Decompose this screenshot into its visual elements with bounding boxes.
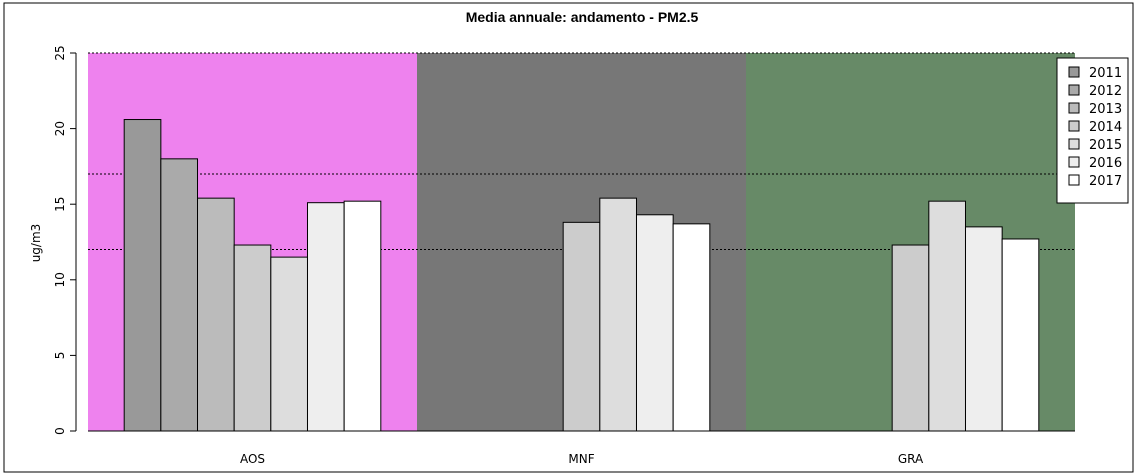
legend-swatch-2017 [1068,174,1080,186]
x-tick-label-mnf: MNF [568,452,594,466]
legend: 2011 2012 2013 2014 2015 2016 2017 [1056,57,1129,204]
legend-label-2015: 2015 [1089,138,1122,153]
legend-swatch-2013 [1068,102,1080,114]
legend-swatch-2012 [1068,84,1080,96]
legend-label-2016: 2016 [1089,156,1122,171]
legend-label-2012: 2012 [1089,84,1122,99]
y-tick-label-25: 25 [53,45,67,60]
figure-border [3,2,1134,473]
x-tick-label-aos: AOS [240,452,265,466]
bar-aos-2017 [343,200,382,432]
legend-swatch-2016 [1068,156,1080,168]
legend-label-2011: 2011 [1089,66,1122,81]
legend-swatch-2015 [1068,138,1080,150]
bar-gra-2016 [964,226,1003,432]
y-tick-label-0: 0 [53,427,67,435]
bar-mnf-2015 [599,197,637,432]
bar-mnf-2017 [672,223,711,432]
bar-mnf-2014 [562,221,601,432]
legend-label-2013: 2013 [1089,102,1122,117]
bar-mnf-2016 [635,214,674,432]
y-tick-label-15: 15 [53,197,67,212]
bar-aos-2014 [233,244,272,432]
legend-label-2017: 2017 [1089,174,1122,189]
x-axis-labels: AOS MNF GRA [240,452,924,466]
bar-aos-2011 [123,119,162,432]
y-tick-label-20: 20 [53,121,67,136]
bar-gra-2017 [1001,238,1040,432]
x-tick-label-gra: GRA [898,452,924,466]
bars [123,119,1040,432]
legend-swatch-2011 [1068,66,1080,78]
bar-aos-2012 [160,158,199,432]
y-tick-label-5: 5 [53,352,67,360]
bar-gra-2014 [891,244,930,432]
y-tick-label-10: 10 [53,272,67,287]
legend-label-2014: 2014 [1089,120,1122,135]
bar-aos-2013 [197,197,235,432]
bar-aos-2015 [270,256,308,432]
bar-aos-2016 [306,202,345,432]
legend-swatch-2014 [1068,120,1080,132]
y-axis-label: ug/m3 [29,224,43,263]
y-axis: 0 5 10 15 20 25 [53,45,77,435]
bar-gra-2015 [928,200,966,432]
chart-title: Media annuale: andamento - PM2.5 [466,9,699,25]
